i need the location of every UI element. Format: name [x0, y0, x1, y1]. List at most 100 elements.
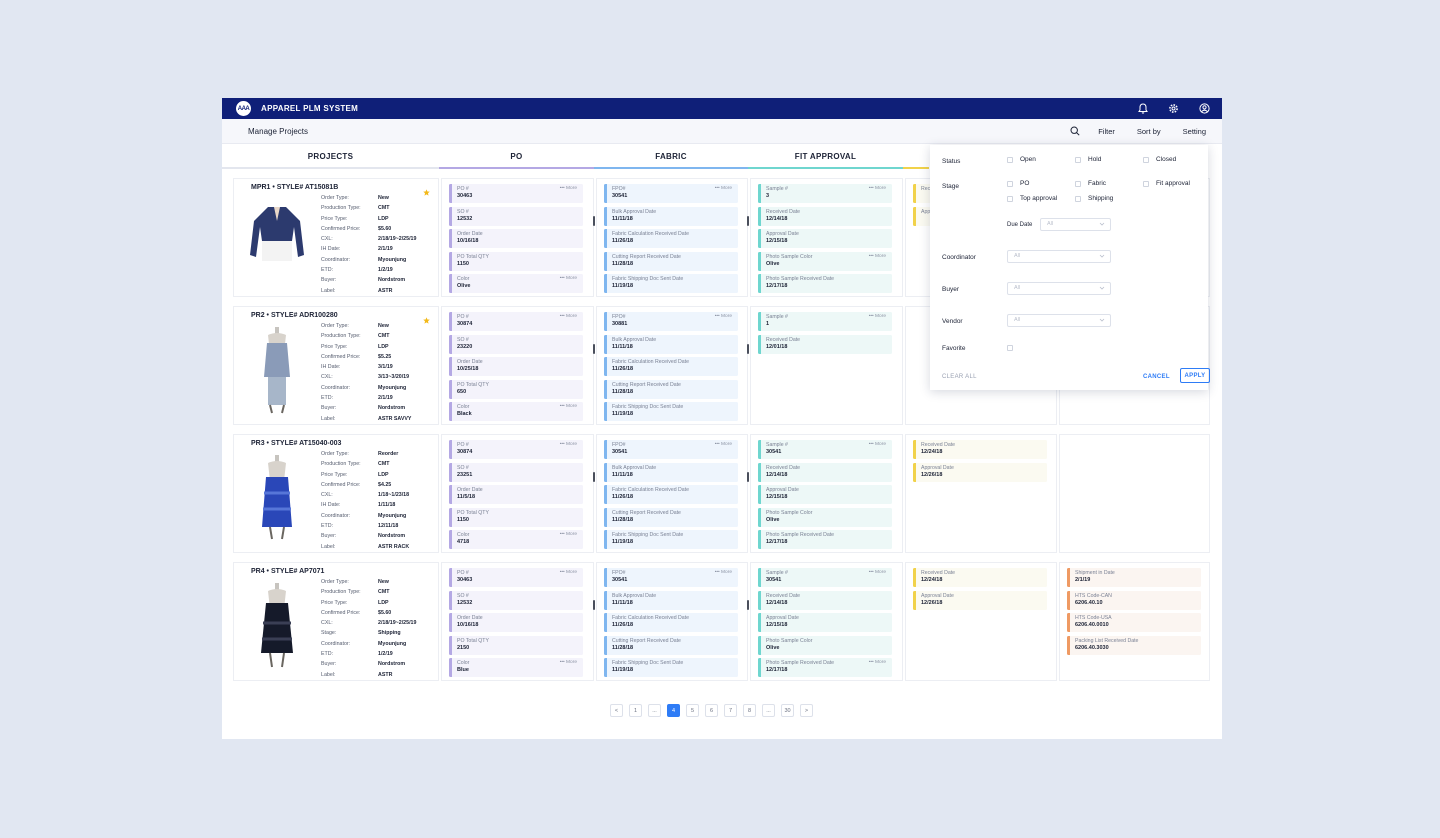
stage-card[interactable]: PO #30874 ••• More	[449, 312, 583, 331]
stage-card[interactable]: Photo Sample Color Olive	[758, 507, 892, 527]
more-button[interactable]: ••• More	[868, 253, 886, 259]
stage-card[interactable]: HTS Code-USA 6206.40.0010	[1067, 613, 1201, 632]
more-button[interactable]: ••• More	[714, 186, 732, 191]
stage-card[interactable]: Fabric Calculation Received Date 11/26/18	[604, 485, 738, 504]
stage-fabric-checkbox[interactable]: Fabric	[1075, 180, 1106, 187]
project-title[interactable]: PR3 • STYLE# AT15040-003	[251, 440, 342, 447]
stage-card[interactable]: Received Date 12/24/18	[913, 568, 1047, 587]
stage-card[interactable]: Approval Date 12/15/18	[758, 613, 892, 632]
scrollbar[interactable]	[747, 472, 749, 482]
stage-card[interactable]: PO Total QTY 1150	[449, 251, 583, 271]
stage-shipping-checkbox[interactable]: Shipping	[1075, 195, 1113, 202]
stage-card[interactable]: Order Date 10/16/18	[449, 613, 583, 632]
page-button[interactable]: ...	[648, 704, 661, 717]
coordinator-select[interactable]: All	[1007, 250, 1111, 263]
user-avatar-icon[interactable]	[1199, 103, 1210, 114]
stage-card[interactable]: Bulk Approval Date 11/11/18	[604, 462, 738, 482]
page-button[interactable]: 8	[743, 704, 756, 717]
star-icon[interactable]	[423, 183, 430, 201]
project-card[interactable]: PR3 • STYLE# AT15040-003 Order Type: Reord…	[233, 434, 439, 553]
stage-card[interactable]: PO Total QTY 650	[449, 379, 583, 399]
stage-fit-approval-checkbox[interactable]: Fit approval	[1143, 180, 1190, 187]
stage-card[interactable]: Order Date 10/25/18	[449, 357, 583, 376]
scrollbar[interactable]	[593, 216, 595, 226]
project-title[interactable]: PR2 • STYLE# ADR100280	[251, 312, 338, 319]
stage-card[interactable]: Packing List Received Date 6206.40.3030	[1067, 635, 1201, 655]
stage-card[interactable]: Fabric Calculation Received Date 11/26/18	[604, 357, 738, 376]
setting-button[interactable]: Setting	[1182, 126, 1206, 136]
favorite-checkbox[interactable]	[1007, 345, 1020, 351]
scrollbar[interactable]	[747, 216, 749, 226]
stage-card[interactable]: SO #23251	[449, 462, 583, 482]
stage-card[interactable]: FPO# 30541 ••• More	[604, 184, 738, 203]
stage-card[interactable]: PO #30463 ••• More	[449, 184, 583, 203]
more-button[interactable]: ••• More	[559, 660, 577, 665]
page-button[interactable]: 30	[781, 704, 794, 717]
project-card[interactable]: MPR1 • STYLE# AT15081B Order Type: New Prod…	[233, 178, 439, 297]
more-button[interactable]: ••• More	[868, 570, 886, 575]
vendor-select[interactable]: All	[1007, 314, 1111, 327]
stage-card[interactable]: SO #12532	[449, 590, 583, 610]
stage-card[interactable]: Order Date 11/5/18	[449, 485, 583, 504]
status-open-checkbox[interactable]: Open	[1007, 156, 1036, 163]
page-button[interactable]: 7	[724, 704, 737, 717]
stage-card[interactable]: Photo Sample Received Date 12/17/18	[758, 530, 892, 549]
stage-card[interactable]: Fabric Shipping Doc Sent Date 11/19/18	[604, 402, 738, 421]
more-button[interactable]: ••• More	[559, 570, 577, 575]
project-title[interactable]: MPR1 • STYLE# AT15081B	[251, 184, 339, 191]
clear-all-button[interactable]: CLEAR ALL	[942, 374, 977, 380]
more-button[interactable]: ••• More	[868, 186, 886, 191]
cancel-button[interactable]: CANCEL	[1143, 374, 1170, 380]
stage-card[interactable]: Sample #30541 ••• More	[758, 568, 892, 587]
due-date-select[interactable]: All	[1040, 218, 1111, 231]
stage-card[interactable]: Fabric Shipping Doc Sent Date 11/19/18	[604, 274, 738, 293]
filter-button[interactable]: Filter	[1098, 126, 1115, 136]
stage-card[interactable]: Sample #30541 ••• More	[758, 440, 892, 459]
apply-button[interactable]: APPLY	[1180, 368, 1210, 383]
more-button[interactable]: ••• More	[714, 442, 732, 447]
more-button[interactable]: ••• More	[559, 314, 577, 319]
stage-card[interactable]: Photo Sample Received Date 12/17/18 ••• Mo…	[758, 658, 892, 677]
stage-card[interactable]: Photo Sample Received Date 12/17/18	[758, 274, 892, 293]
stage-card[interactable]: Received Date 12/14/18	[758, 462, 892, 482]
stage-card[interactable]: Sample #3 ••• More	[758, 184, 892, 203]
stage-card[interactable]: Received Date 12/14/18	[758, 590, 892, 610]
buyer-select[interactable]: All	[1007, 282, 1111, 295]
scrollbar[interactable]	[593, 600, 595, 610]
stage-card[interactable]: SO #12532	[449, 206, 583, 226]
stage-card[interactable]: Fabric Calculation Received Date 11/26/18	[604, 229, 738, 248]
bell-icon[interactable]	[1138, 103, 1148, 114]
stage-card[interactable]: PO Total QTY 1150	[449, 507, 583, 527]
more-button[interactable]: ••• More	[559, 276, 577, 281]
stage-card[interactable]: Color Black ••• More	[449, 402, 583, 421]
page-button[interactable]: 6	[705, 704, 718, 717]
stage-card[interactable]: Cutting Report Received Date 11/28/18	[604, 379, 738, 399]
more-button[interactable]: ••• More	[868, 660, 886, 665]
gear-icon[interactable]	[1168, 103, 1179, 114]
status-closed-checkbox[interactable]: Closed	[1143, 156, 1176, 163]
stage-card[interactable]: Color Olive ••• More	[449, 274, 583, 293]
stage-card[interactable]: Color Blue ••• More	[449, 658, 583, 677]
stage-card[interactable]: PO Total QTY 2150	[449, 635, 583, 655]
more-button[interactable]: ••• More	[559, 442, 577, 447]
page-button[interactable]: ...	[762, 704, 775, 717]
stage-card[interactable]: Cutting Report Received Date 11/28/18	[604, 635, 738, 655]
more-button[interactable]: ••• More	[559, 532, 577, 537]
stage-card[interactable]: Cutting Report Received Date 11/28/18	[604, 251, 738, 271]
scrollbar[interactable]	[747, 600, 749, 610]
page-button[interactable]: 4	[667, 704, 680, 717]
stage-card[interactable]: Shipment in Date 2/1/19	[1067, 568, 1201, 587]
stage-card[interactable]: Fabric Shipping Doc Sent Date 11/19/18	[604, 530, 738, 549]
stage-card[interactable]: Photo Sample Color Olive	[758, 635, 892, 655]
stage-po-checkbox[interactable]: PO	[1007, 180, 1029, 187]
stage-card[interactable]: Approval Date 12/15/18	[758, 485, 892, 504]
stage-top-approval-checkbox[interactable]: Top approval	[1007, 195, 1057, 202]
scrollbar[interactable]	[593, 344, 595, 354]
scrollbar[interactable]	[747, 344, 749, 354]
stage-card[interactable]: PO #30874 ••• More	[449, 440, 583, 459]
page-button[interactable]: 1	[629, 704, 642, 717]
stage-card[interactable]: Sample #1 ••• More	[758, 312, 892, 331]
more-button[interactable]: ••• More	[714, 314, 732, 319]
stage-card[interactable]: Order Date 10/16/18	[449, 229, 583, 248]
more-button[interactable]: ••• More	[714, 570, 732, 575]
